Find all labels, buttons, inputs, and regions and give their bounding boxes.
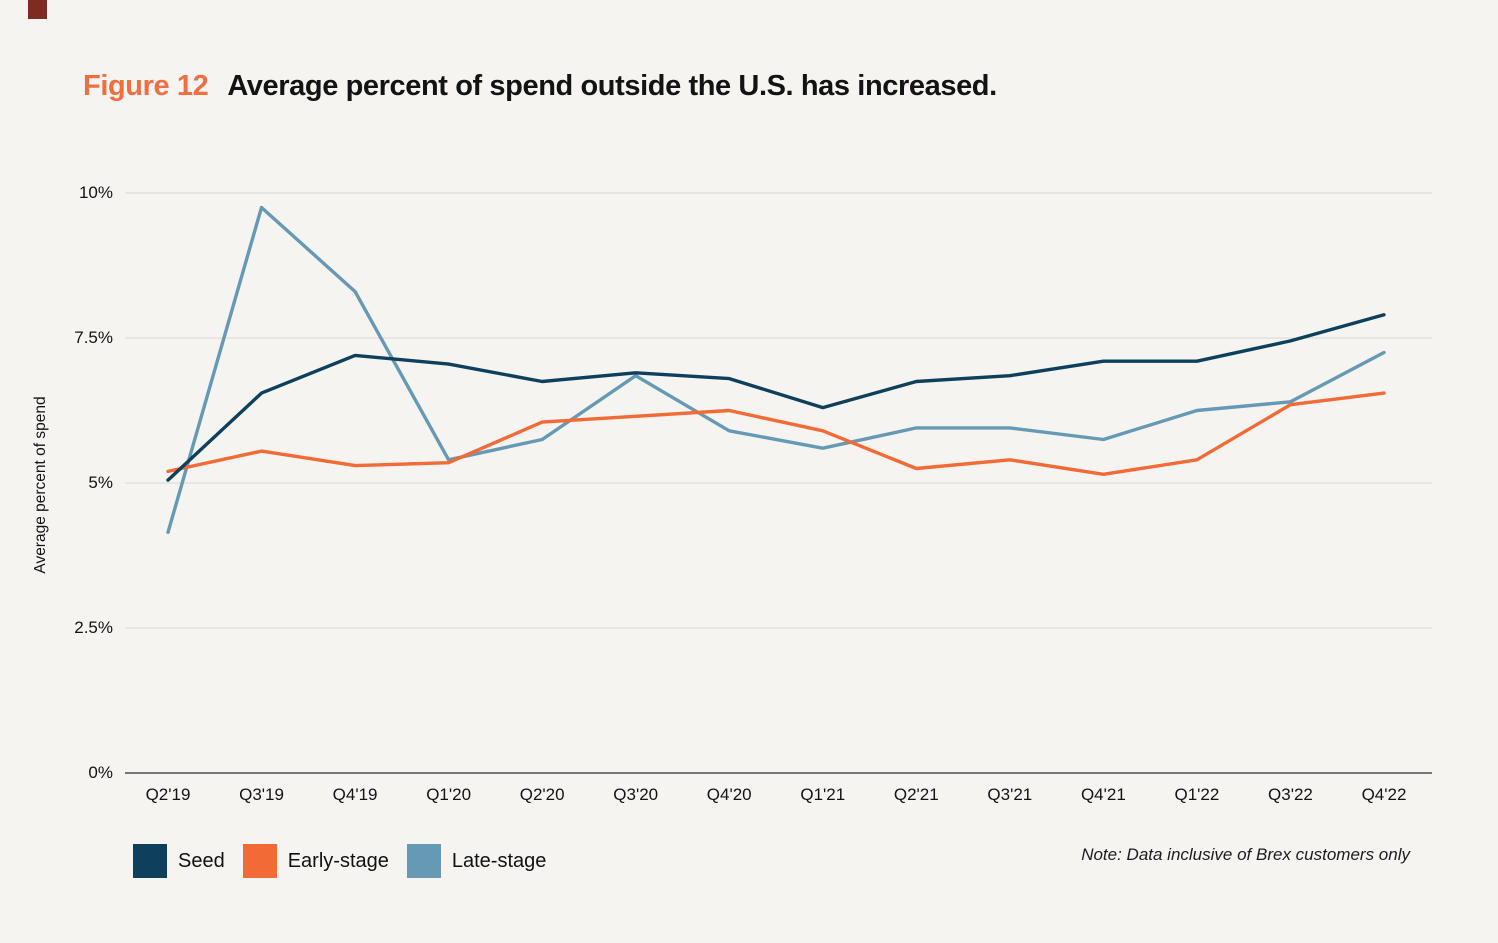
chart-header: Figure 12 Average percent of spend outsi… xyxy=(83,70,997,103)
x-tick-label: Q4'22 xyxy=(1361,785,1407,804)
y-tick-label: 10% xyxy=(78,183,113,202)
legend-label-seed: Seed xyxy=(178,849,225,872)
legend-swatch-seed xyxy=(133,844,167,878)
x-tick-label: Q3'19 xyxy=(239,785,284,804)
footnote: Note: Data inclusive of Brex customers o… xyxy=(1081,845,1410,864)
x-tick-label: Q3'22 xyxy=(1268,785,1313,804)
x-tick-label: Q2'20 xyxy=(519,785,565,804)
legend-item-early-stage: Early-stage xyxy=(242,844,389,878)
x-tick-label: Q4'21 xyxy=(1080,785,1126,804)
x-tick-label: Q1'21 xyxy=(800,785,846,804)
y-axis-title: Average percent of spend xyxy=(32,396,49,574)
legend: Seed Early-stage Late-stage xyxy=(133,844,546,878)
legend-label-late-stage: Late-stage xyxy=(451,849,547,872)
x-tick-label: Q1'20 xyxy=(426,785,472,804)
legend-label-early-stage: Early-stage xyxy=(287,849,389,872)
x-tick-label: Q4'19 xyxy=(332,785,378,804)
x-tick-label: Q2'21 xyxy=(893,785,939,804)
legend-swatch-late-stage xyxy=(406,844,441,878)
series-line-late-stage xyxy=(166,205,1386,534)
chart-title: Average percent of spend outside the U.S… xyxy=(227,70,997,102)
legend-swatch-early-stage xyxy=(242,844,277,878)
series-line-early-stage xyxy=(166,391,1386,476)
y-tick-label: 5% xyxy=(88,473,113,492)
figure-label: Figure 12 xyxy=(83,70,209,102)
x-tick-label: Q4'20 xyxy=(706,785,752,804)
x-tick-label: Q1'22 xyxy=(1174,785,1220,804)
x-tick-label: Q3'21 xyxy=(987,785,1033,804)
y-tick-label: 0% xyxy=(88,763,113,782)
y-tick-label: 7.5% xyxy=(74,328,113,347)
legend-item-late-stage: Late-stage xyxy=(406,844,547,878)
series-line-seed xyxy=(166,313,1386,482)
legend-item-seed: Seed xyxy=(133,844,225,878)
x-tick-label: Q3'20 xyxy=(613,785,659,804)
x-tick-label: Q2'19 xyxy=(145,785,191,804)
y-tick-label: 2.5% xyxy=(74,618,113,637)
brand-mark xyxy=(28,0,47,19)
